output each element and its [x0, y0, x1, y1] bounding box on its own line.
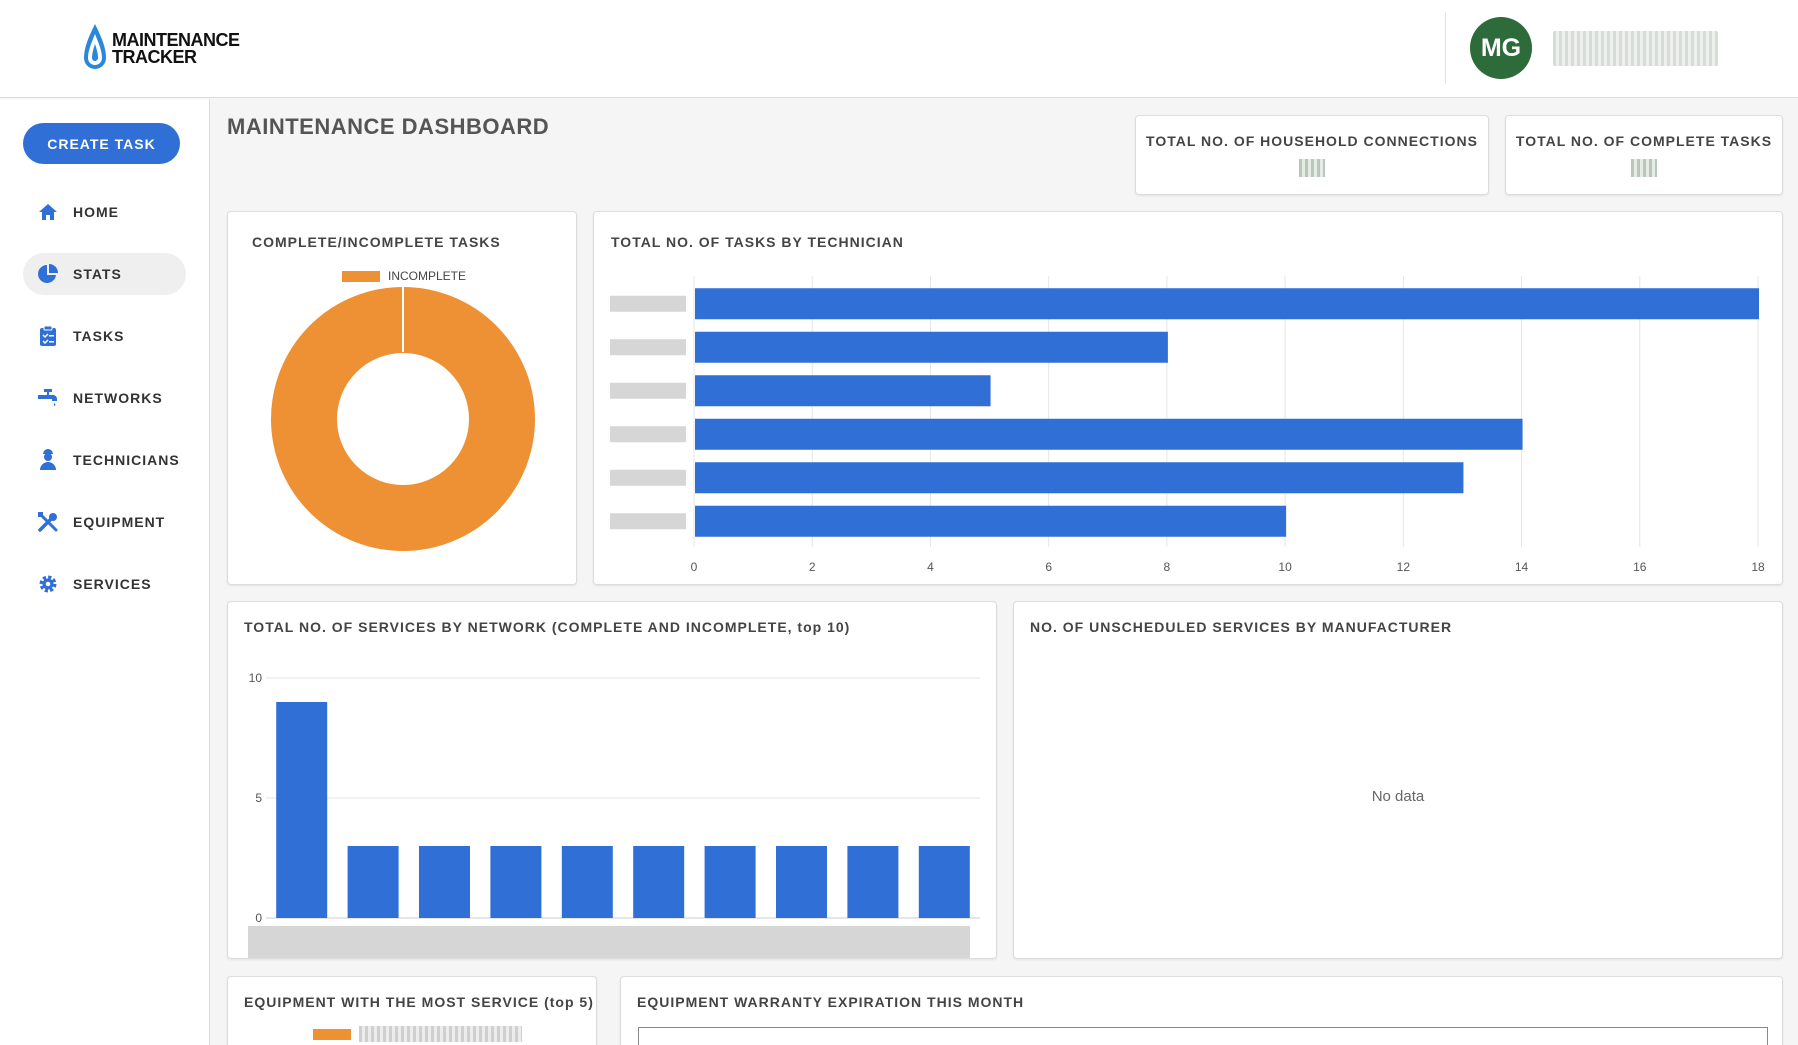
- x-tick-label: 8: [1164, 560, 1171, 572]
- clipboard-icon: [37, 325, 59, 347]
- x-tick-label: 2: [809, 560, 816, 572]
- card-title: COMPLETE/INCOMPLETE TASKS: [252, 234, 501, 250]
- bar[interactable]: [695, 462, 1464, 494]
- bar[interactable]: [776, 846, 827, 918]
- unscheduled-by-manufacturer-card: NO. OF UNSCHEDULED SERVICES BY MANUFACTU…: [1013, 601, 1783, 959]
- no-data-message: No data: [1371, 788, 1425, 805]
- services-by-network-chart: 0 5 10: [248, 671, 980, 958]
- home-icon: [37, 201, 59, 223]
- create-task-button[interactable]: CREATE TASK: [23, 123, 180, 164]
- card-title: EQUIPMENT WARRANTY EXPIRATION THIS MONTH: [637, 994, 1025, 1010]
- equipment-most-service-card: EQUIPMENT WITH THE MOST SERVICE (top 5): [227, 976, 597, 1045]
- technician-name-redacted: [610, 339, 686, 356]
- tasks-by-technician-chart: 0 2 4 6 8 10 12 14 16 18: [610, 276, 1765, 572]
- sidebar-item-label: HOME: [73, 204, 119, 220]
- legend-swatch: [313, 1028, 351, 1040]
- legend-label-redacted: [359, 1026, 522, 1042]
- sidebar-item-label: NETWORKS: [73, 390, 163, 406]
- technician-name-redacted: [610, 295, 686, 312]
- x-tick-label: 16: [1633, 560, 1647, 572]
- card-title: EQUIPMENT WITH THE MOST SERVICE (top 5): [244, 994, 594, 1010]
- sidebar: CREATE TASK HOME STATS TASKS NETWORKS TE…: [0, 99, 210, 1045]
- complete-incomplete-card: COMPLETE/INCOMPLETE TASKS INCOMPLETE: [227, 211, 577, 585]
- bar[interactable]: [490, 846, 542, 918]
- x-tick-label: 10: [1278, 560, 1292, 572]
- y-tick-label: 0: [255, 911, 262, 925]
- tasks-by-technician-card: TOTAL NO. OF TASKS BY TECHNICIAN 0 2 4 6 8 10…: [593, 211, 1783, 585]
- chart-legend[interactable]: INCOMPLETE: [342, 269, 466, 283]
- sidebar-item-label: TASKS: [73, 328, 125, 344]
- bar[interactable]: [847, 846, 899, 918]
- bar[interactable]: [695, 375, 991, 407]
- water-tap-icon: [37, 387, 59, 409]
- bar[interactable]: [695, 505, 1287, 537]
- sidebar-item-tasks[interactable]: TASKS: [23, 315, 186, 357]
- donut-chart: [271, 286, 535, 551]
- sidebar-item-networks[interactable]: NETWORKS: [23, 377, 186, 419]
- kpi-value-redacted: [1631, 159, 1657, 177]
- technician-icon: [37, 449, 59, 471]
- network-names-redacted: [248, 926, 970, 958]
- x-tick-label: 6: [1045, 560, 1052, 572]
- avatar[interactable]: MG: [1470, 17, 1532, 79]
- bar[interactable]: [918, 846, 970, 918]
- water-drop-logo-icon: [84, 24, 106, 69]
- sidebar-item-equipment[interactable]: EQUIPMENT: [23, 501, 186, 543]
- x-tick-label: 12: [1397, 560, 1411, 572]
- bar[interactable]: [704, 846, 756, 918]
- bar[interactable]: [276, 702, 328, 918]
- gear-icon: [37, 573, 59, 595]
- sidebar-item-label: TECHNICIANS: [73, 452, 180, 468]
- technician-name-redacted: [610, 426, 686, 443]
- warranty-table: [638, 1027, 1768, 1045]
- bar[interactable]: [695, 288, 1759, 320]
- technician-name-redacted: [610, 513, 686, 530]
- x-tick-label: 14: [1515, 560, 1529, 572]
- services-by-network-card: TOTAL NO. OF SERVICES BY NETWORK (COMPLE…: [227, 601, 997, 959]
- card-title: TOTAL NO. OF SERVICES BY NETWORK (COMPLE…: [244, 619, 851, 635]
- sidebar-item-technicians[interactable]: TECHNICIANS: [23, 439, 186, 481]
- bar[interactable]: [347, 846, 399, 918]
- logo-line-2: TRACKER: [112, 47, 197, 67]
- x-tick-label: 0: [691, 560, 698, 572]
- legend-swatch-incomplete: [342, 270, 380, 282]
- kpi-label: TOTAL NO. OF HOUSEHOLD CONNECTIONS: [1146, 133, 1478, 149]
- kpi-value-redacted: [1299, 159, 1325, 177]
- sidebar-item-services[interactable]: SERVICES: [23, 563, 186, 605]
- logo-line-1: MAINTENANCE: [112, 30, 240, 50]
- y-tick-label: 10: [249, 671, 263, 685]
- sidebar-item-label: EQUIPMENT: [73, 514, 166, 530]
- logo-wordmark: MAINTENANCE TRACKER: [112, 30, 240, 67]
- sidebar-item-stats[interactable]: STATS: [23, 253, 186, 295]
- bar[interactable]: [419, 846, 470, 918]
- bar[interactable]: [633, 846, 685, 918]
- kpi-complete-tasks: TOTAL NO. OF COMPLETE TASKS: [1505, 115, 1783, 195]
- kpi-label: TOTAL NO. OF COMPLETE TASKS: [1515, 133, 1773, 149]
- header-divider: [1445, 12, 1446, 84]
- y-tick-label: 5: [255, 791, 262, 805]
- page-title: MAINTENANCE DASHBOARD: [227, 114, 550, 139]
- bar[interactable]: [695, 418, 1523, 450]
- app-logo[interactable]: MAINTENANCE TRACKER: [82, 22, 240, 76]
- legend-label: INCOMPLETE: [388, 269, 467, 283]
- username-redacted[interactable]: [1553, 31, 1718, 66]
- top-header: MAINTENANCE TRACKER MG: [0, 0, 1798, 98]
- x-tick-label: 18: [1751, 560, 1765, 572]
- tools-icon: [37, 511, 59, 533]
- sidebar-item-label: SERVICES: [73, 576, 152, 592]
- technician-name-redacted: [610, 382, 686, 399]
- sidebar-item-home[interactable]: HOME: [23, 191, 186, 233]
- x-tick-label: 4: [927, 560, 934, 572]
- bar[interactable]: [695, 331, 1168, 363]
- warranty-expiration-card: EQUIPMENT WARRANTY EXPIRATION THIS MONTH: [620, 976, 1783, 1045]
- pie-chart-icon: [37, 263, 59, 285]
- sidebar-item-label: STATS: [73, 266, 122, 282]
- chart-legend[interactable]: [313, 1026, 522, 1042]
- kpi-household-connections: TOTAL NO. OF HOUSEHOLD CONNECTIONS: [1135, 115, 1489, 195]
- bar[interactable]: [561, 846, 613, 918]
- technician-name-redacted: [610, 469, 686, 486]
- card-title: TOTAL NO. OF TASKS BY TECHNICIAN: [611, 234, 904, 250]
- card-title: NO. OF UNSCHEDULED SERVICES BY MANUFACTU…: [1030, 619, 1453, 635]
